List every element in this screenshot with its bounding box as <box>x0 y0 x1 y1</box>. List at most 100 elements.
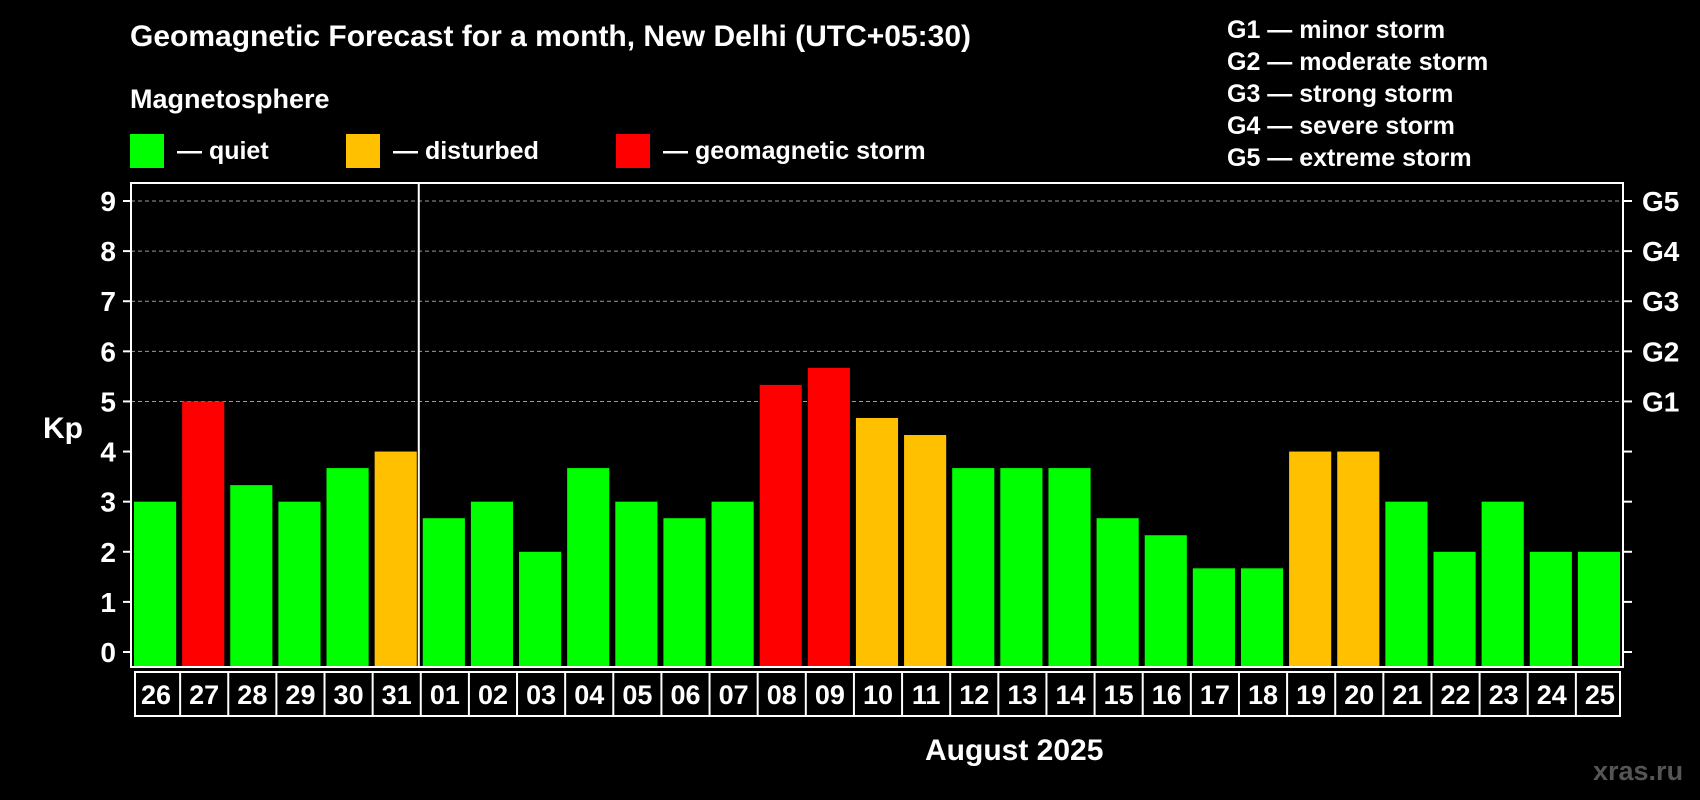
x-tick-label-21: 21 <box>1392 680 1422 710</box>
bar-24 <box>1529 551 1572 667</box>
right-axis-label-g2: G2 <box>1642 336 1679 367</box>
bar-02 <box>470 501 514 667</box>
storm-scale-legend: G1 — minor storm G2 — moderate storm G3 … <box>1227 14 1488 174</box>
x-tick-label-06: 06 <box>670 680 700 710</box>
bar-22 <box>1433 551 1476 667</box>
x-tick-label-13: 13 <box>1007 680 1037 710</box>
x-tick-label-30: 30 <box>334 680 364 710</box>
chart-title: Geomagnetic Forecast for a month, New De… <box>130 20 972 53</box>
bar-21 <box>1385 501 1428 667</box>
bar-13 <box>1000 468 1043 667</box>
x-tick-label-05: 05 <box>622 680 652 710</box>
bar-15 <box>1096 518 1139 667</box>
bar-12 <box>952 468 995 667</box>
y-tick-label: 9 <box>100 186 116 217</box>
right-axis-label-g3: G3 <box>1642 286 1679 317</box>
bar-17 <box>1192 568 1235 667</box>
bar-31 <box>374 451 417 667</box>
x-tick-label-15: 15 <box>1104 680 1134 710</box>
bar-01 <box>422 518 465 667</box>
x-tick-label-10: 10 <box>863 680 893 710</box>
y-tick-label: 2 <box>100 537 116 568</box>
y-tick-label: 3 <box>100 487 116 518</box>
x-tick-label-02: 02 <box>478 680 508 710</box>
storm-scale-g5: G5 — extreme storm <box>1227 144 1472 172</box>
legend-label-quiet: — quiet <box>177 136 269 165</box>
x-tick-label-17: 17 <box>1200 680 1230 710</box>
bar-20 <box>1337 451 1380 667</box>
x-tick-label-25: 25 <box>1585 680 1615 710</box>
bar-25 <box>1577 551 1620 667</box>
bar-07 <box>711 501 754 667</box>
x-tick-label-11: 11 <box>912 680 941 710</box>
bar-10 <box>855 417 899 667</box>
bar-30 <box>326 468 369 667</box>
x-tick-label-19: 19 <box>1296 680 1326 710</box>
bar-16 <box>1144 535 1187 667</box>
legend-swatch-disturbed <box>346 134 380 168</box>
watermark: xras.ru <box>1593 756 1684 786</box>
right-axis-label-g4: G4 <box>1642 236 1680 267</box>
y-tick-label: 0 <box>100 637 116 668</box>
x-tick-label-28: 28 <box>237 680 267 710</box>
x-tick-label-08: 08 <box>767 680 797 710</box>
y-tick-label: 1 <box>100 587 116 618</box>
x-tick-label-04: 04 <box>574 680 604 710</box>
bar-09 <box>807 367 850 667</box>
legend-swatch-storm <box>616 134 650 168</box>
y-tick-label: 6 <box>100 336 116 367</box>
bar-18 <box>1240 568 1284 667</box>
bar-28 <box>230 485 273 667</box>
legend-item-quiet: — quiet <box>130 134 269 168</box>
storm-scale-g2: G2 — moderate storm <box>1227 48 1489 76</box>
x-tick-label-14: 14 <box>1055 680 1085 710</box>
x-tick-label-18: 18 <box>1248 680 1278 710</box>
x-tick-label-22: 22 <box>1441 680 1471 710</box>
bar-06 <box>663 518 706 667</box>
plot-frame <box>130 182 1624 668</box>
bar-26 <box>134 501 177 667</box>
x-tick-label-31: 31 <box>382 680 412 710</box>
bar-05 <box>615 501 658 667</box>
storm-scale-g1: G1 — minor storm <box>1227 16 1446 44</box>
bar-04 <box>567 468 610 667</box>
x-tick-label-20: 20 <box>1344 680 1374 710</box>
legend-title: Magnetosphere <box>130 84 330 114</box>
right-axis-label-g1: G1 <box>1642 386 1679 417</box>
x-tick-label-16: 16 <box>1152 680 1182 710</box>
bar-27 <box>182 401 225 667</box>
x-tick-label-24: 24 <box>1537 680 1567 710</box>
legend-label-storm: — geomagnetic storm <box>663 136 926 165</box>
legend-item-disturbed: — disturbed <box>346 134 539 168</box>
bar-14 <box>1048 468 1091 667</box>
y-tick-label: 8 <box>100 236 116 267</box>
x-tick-label-26: 26 <box>141 680 171 710</box>
category-strip <box>134 671 1621 717</box>
x-tick-label-27: 27 <box>189 680 219 710</box>
y-tick-label: 4 <box>100 437 116 468</box>
x-tick-label-03: 03 <box>526 680 556 710</box>
storm-scale-g4: G4 — severe storm <box>1227 112 1455 140</box>
x-tick-label-12: 12 <box>959 680 989 710</box>
x-tick-label-29: 29 <box>285 680 315 710</box>
bar-19 <box>1289 451 1332 667</box>
x-tick-label-01: 01 <box>430 680 460 710</box>
y-tick-label: 7 <box>100 286 116 317</box>
y-axis-label: Kp <box>43 412 83 445</box>
x-tick-label-07: 07 <box>719 680 749 710</box>
storm-scale-g3: G3 — strong storm <box>1227 80 1454 108</box>
right-axis-label-g5: G5 <box>1642 186 1679 217</box>
y-tick-label: 5 <box>100 386 116 417</box>
month-label: August 2025 <box>925 734 1104 767</box>
x-tick-label-09: 09 <box>815 680 845 710</box>
bar-29 <box>278 501 321 667</box>
legend-label-disturbed: — disturbed <box>393 136 539 165</box>
legend-item-storm: — geomagnetic storm <box>616 134 926 168</box>
x-tick-label-23: 23 <box>1489 680 1519 710</box>
bar-23 <box>1481 501 1524 667</box>
bar-11 <box>904 435 947 667</box>
bar-08 <box>759 384 802 667</box>
legend-swatch-quiet <box>130 134 164 168</box>
bar-03 <box>519 551 562 667</box>
